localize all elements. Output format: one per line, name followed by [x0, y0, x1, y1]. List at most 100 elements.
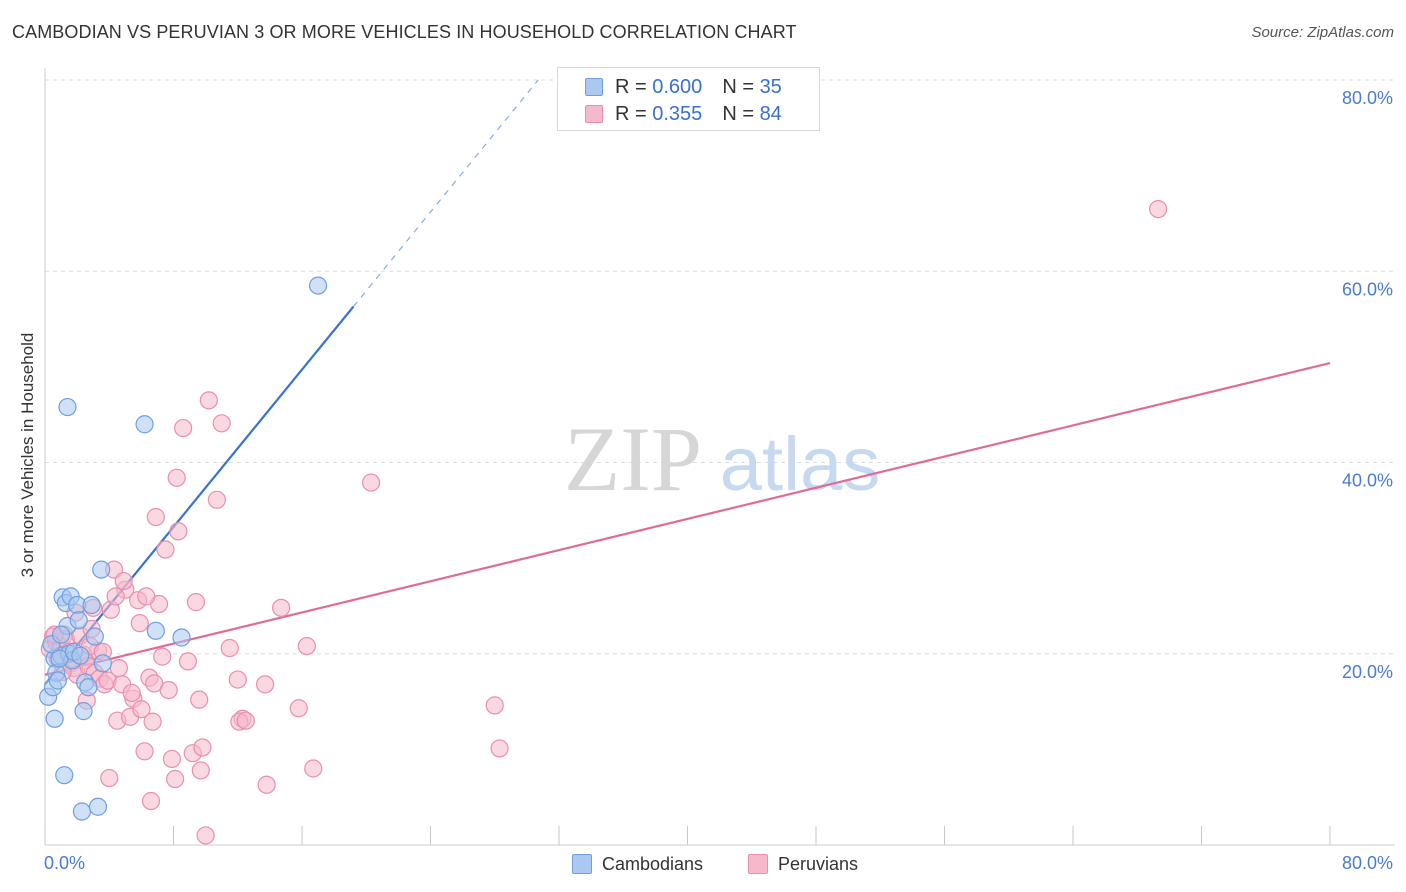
peruvian-point: [141, 791, 161, 811]
legend-r-value: 0.600: [652, 75, 703, 98]
peruvian-point: [220, 638, 239, 658]
legend-n-label: N =: [722, 102, 754, 125]
cambodian-point: [92, 560, 111, 579]
peruvian-point: [166, 769, 185, 789]
peruvian-point: [135, 742, 154, 761]
peruvian-point: [212, 414, 231, 433]
cambodian-point: [93, 654, 112, 673]
peruvian-point: [199, 391, 218, 410]
cambodian-point: [146, 621, 165, 640]
peruvian-point: [114, 571, 133, 591]
data-points: [39, 199, 1168, 845]
peruvian-point: [169, 522, 188, 541]
axes: [44, 68, 1395, 846]
peruvian-point: [297, 636, 316, 656]
legend-n-value: 84: [759, 102, 782, 125]
peruvian-point: [196, 826, 215, 845]
peruvian-point: [193, 738, 212, 757]
peruvian-point: [190, 690, 209, 709]
x-tick-label: 0.0%: [44, 853, 85, 873]
cambodian-legend-swatch: [572, 854, 592, 874]
trend-lines: [44, 79, 1331, 686]
cambodian-point: [172, 628, 191, 647]
peruvians-label: Peruvians: [778, 853, 859, 874]
peruvian-trend-line: [44, 361, 1331, 676]
y-tick-label: 80.0%: [1342, 88, 1393, 108]
cambodian-point: [85, 627, 104, 646]
cambodians-label: Cambodians: [602, 853, 704, 874]
peruvian-point: [146, 507, 165, 527]
peruvian-swatch: [585, 105, 603, 123]
peruvian-point: [257, 775, 276, 794]
x-tick-label: 80.0%: [1342, 853, 1393, 873]
peruvian-point: [109, 658, 128, 678]
cambodian-point: [308, 276, 328, 295]
peruvian-point: [178, 652, 198, 671]
peruvian-point: [130, 614, 149, 633]
watermark: ZIP atlas: [564, 408, 880, 510]
peruvian-point: [228, 670, 247, 689]
peruvian-point: [145, 674, 164, 693]
cambodian-trend-extension: [352, 79, 539, 308]
gridlines: [45, 79, 1395, 655]
legend-item-cambodians[interactable]: Cambodians: [572, 852, 703, 876]
peruvian-point: [191, 761, 210, 780]
legend-r-value: 0.355: [652, 102, 703, 125]
cambodian-point: [82, 595, 101, 615]
peruvian-point: [272, 598, 291, 617]
y-tick-label: 60.0%: [1342, 279, 1393, 299]
y-axis-title: 3 or more Vehicles in Household: [18, 333, 37, 578]
peruvian-point: [304, 759, 323, 778]
legend-item-peruvians[interactable]: Peruvians: [748, 852, 858, 876]
legend-n-value: 35: [759, 75, 782, 98]
peruvian-point: [132, 700, 151, 719]
peruvian-point: [174, 418, 193, 438]
peruvian-point: [100, 768, 119, 788]
cambodian-point: [88, 797, 108, 816]
cambodian-point: [69, 611, 88, 630]
peruvian-point: [153, 647, 172, 666]
peruvian-point: [255, 675, 275, 694]
peruvian-point: [137, 587, 156, 606]
peruvian-point: [236, 711, 255, 730]
tick-labels: 20.0% 40.0% 60.0% 80.0% 0.0% 80.0%: [44, 88, 1393, 873]
legend-r-label: R =: [615, 75, 647, 98]
peruvian-point: [207, 490, 226, 509]
cambodian-point: [45, 709, 64, 728]
y-tick-label: 40.0%: [1342, 471, 1393, 491]
peruvian-point: [186, 593, 206, 612]
source-label: Source: ZipAtlas.com: [1251, 24, 1394, 41]
cambodian-point: [51, 625, 71, 644]
y-tick-label: 20.0%: [1342, 662, 1393, 682]
peruvian-point: [156, 540, 175, 559]
peruvian-point: [490, 739, 509, 758]
cambodian-point: [74, 702, 93, 721]
peruvian-point: [485, 696, 504, 715]
chart-title: CAMBODIAN VS PERUVIAN 3 OR MORE VEHICLES…: [12, 22, 797, 42]
cambodian-point: [55, 766, 74, 785]
peruvian-point: [167, 468, 186, 487]
legend-row-cambodians: R = 0.600 N = 35: [558, 73, 782, 101]
legend-row-peruvians: R = 0.355 N = 84: [558, 100, 782, 128]
cambodian-point: [72, 802, 92, 821]
peruvian-point: [122, 683, 141, 703]
legend-n-label: N =: [722, 75, 754, 98]
cambodian-point: [71, 646, 90, 665]
peruvian-point: [289, 699, 308, 718]
cambodian-point: [135, 415, 154, 434]
cambodian-point: [48, 671, 67, 690]
peruvian-legend-swatch: [748, 854, 768, 874]
peruvian-point: [143, 712, 162, 731]
cambodian-point: [58, 397, 77, 417]
peruvian-point: [162, 749, 181, 769]
correlation-legend: R = 0.600 N = 35 R = 0.355 N = 84: [557, 67, 820, 131]
peruvian-point: [106, 587, 125, 606]
legend-r-label: R =: [615, 102, 647, 125]
cambodian-swatch: [585, 78, 603, 96]
peruvian-point: [361, 473, 381, 492]
peruvian-point: [1149, 199, 1168, 219]
cambodian-point: [79, 678, 98, 697]
watermark-zip: ZIP: [564, 408, 702, 510]
watermark-atlas: atlas: [720, 422, 881, 507]
